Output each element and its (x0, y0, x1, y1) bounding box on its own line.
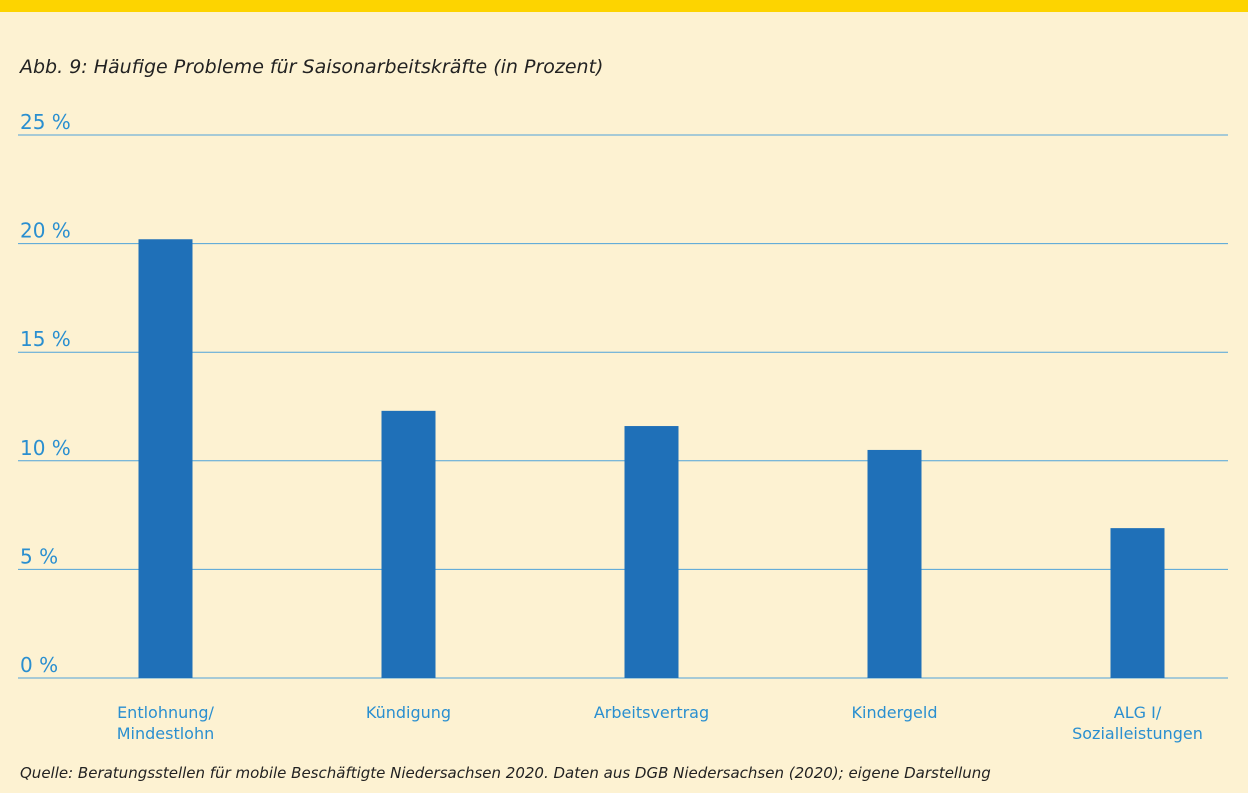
y-tick-label: 25 % (20, 110, 71, 134)
chart-title: Abb. 9: Häufige Probleme für Saisonarbei… (20, 56, 604, 78)
y-tick-label: 5 % (20, 544, 58, 568)
bar (1110, 528, 1165, 678)
y-tick-label: 0 % (20, 653, 58, 677)
bar (867, 449, 922, 678)
x-tick-label: Entlohnung/ Mindestlohn (116, 703, 215, 743)
x-tick-label: ALG I/ Sozialleistungen (1072, 703, 1203, 743)
x-tick-label: Kindergeld (851, 703, 938, 722)
y-tick-label: 10 % (20, 436, 71, 460)
bar (381, 410, 436, 678)
bar (624, 426, 679, 678)
y-tick-label: 15 % (20, 327, 71, 351)
source-note: Quelle: Beratungsstellen für mobile Besc… (20, 764, 991, 782)
plot: 0 % 5 % 10 % 15 % 20 % 25 % (18, 110, 1228, 679)
x-tick-label: Kündigung (365, 703, 452, 722)
y-tick-label: 20 % (20, 219, 71, 243)
bar (138, 239, 193, 679)
x-tick-label: Arbeitsvertrag (593, 703, 710, 722)
